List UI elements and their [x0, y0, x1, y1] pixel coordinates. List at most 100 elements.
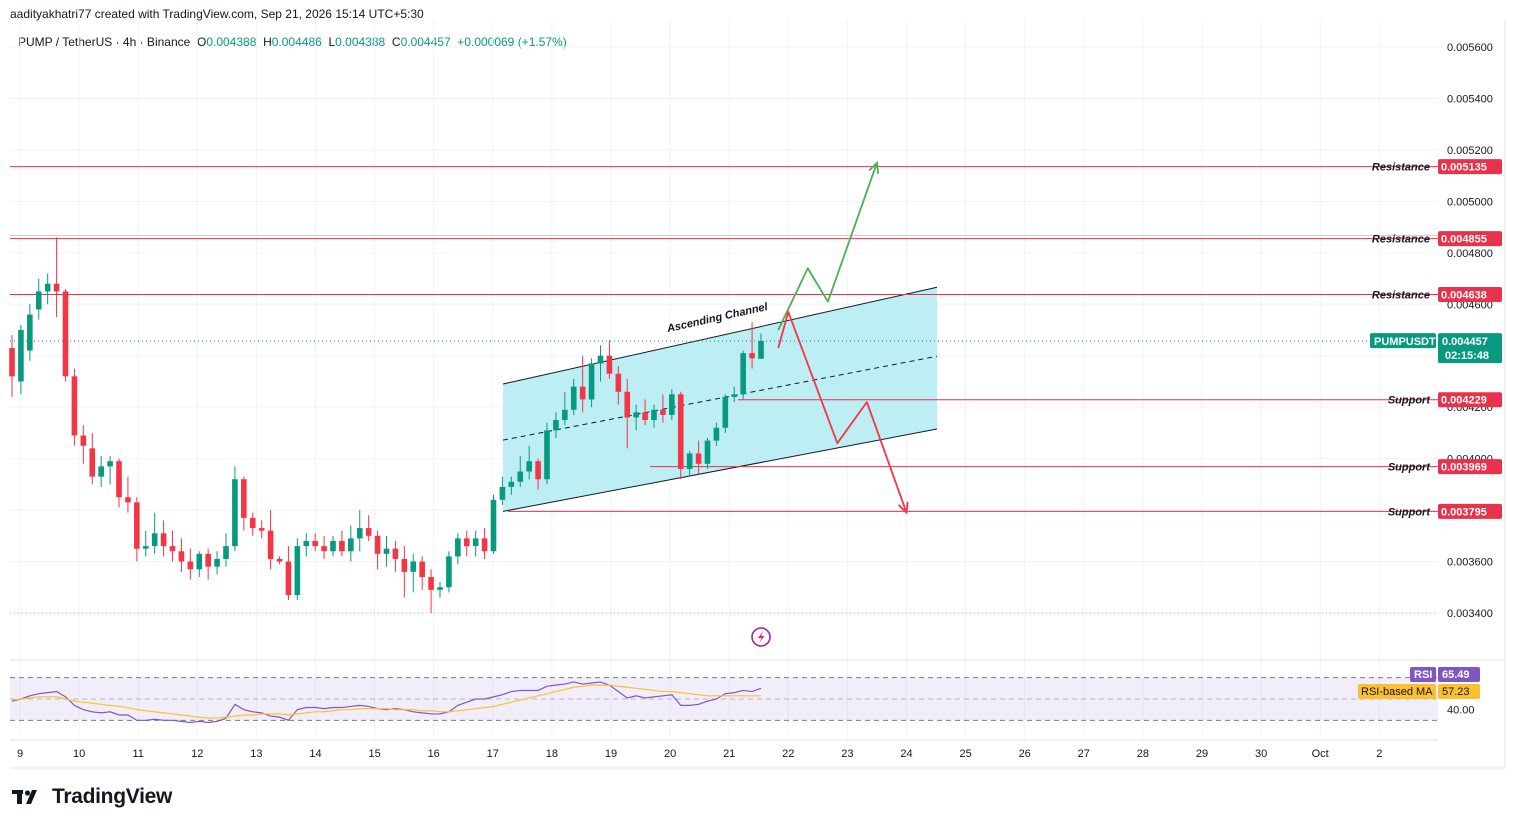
time-axis: 9 10 11 12 13 14 15 16 17 18 19 20 21 22 23 24 25 26 27 28 2…: [17, 748, 1382, 760]
candle: [134, 497, 140, 562]
bullish-path-arrowhead: [868, 160, 880, 174]
candle-body: [517, 471, 524, 482]
bearish-path-arrowhead: [898, 501, 909, 515]
time-tick-label: 2: [1376, 748, 1382, 760]
level-price-tag-bg: [1438, 231, 1502, 247]
candle-body: [455, 538, 461, 557]
author-line: aadityakhatri77 created with TradingView…: [10, 7, 424, 21]
candle: [704, 438, 711, 469]
rsi-name-tag-bg: [1410, 667, 1436, 682]
candle: [508, 476, 515, 495]
time-tick-label: 23: [841, 748, 853, 760]
candle: [178, 538, 185, 572]
candle: [463, 530, 470, 557]
level-label: Support: [1388, 395, 1431, 407]
candle: [241, 476, 247, 531]
candle-body: [98, 466, 104, 477]
candle-body: [53, 283, 60, 292]
candle-body: [695, 453, 702, 464]
candle-body: [178, 551, 185, 562]
price-tick-label: 0.005400: [1447, 93, 1493, 105]
candle-body: [758, 341, 764, 359]
candle-body: [62, 291, 69, 377]
candle-body: [544, 430, 550, 480]
time-tick-label: 10: [73, 748, 85, 760]
candle-body: [196, 553, 203, 570]
time-tick-label: 12: [191, 748, 203, 760]
candle: [27, 304, 33, 361]
candle-body: [9, 348, 15, 377]
candle-body: [562, 409, 568, 421]
candle: [758, 333, 764, 359]
price-chart[interactable]: Ascending Channel ResistanceResistanceRe…: [0, 0, 1515, 770]
candle-body: [615, 373, 622, 392]
level-price-tag: 0.004855: [1441, 234, 1487, 246]
time-tick-label: 16: [428, 748, 440, 760]
time-tick-label: 13: [250, 748, 262, 760]
low-value: 0.004388: [335, 35, 386, 49]
candle-body: [107, 461, 113, 467]
candle: [151, 512, 158, 554]
candle-body: [80, 435, 87, 446]
rsi-ma-value-tag-bg: [1438, 684, 1480, 699]
candle: [214, 551, 220, 575]
candle: [713, 422, 720, 446]
candle: [669, 389, 675, 421]
candle: [740, 350, 746, 400]
candle-body: [383, 548, 390, 554]
candle-body: [330, 540, 336, 552]
candle: [455, 533, 461, 565]
candle: [62, 288, 69, 382]
time-tick-label: 28: [1137, 748, 1149, 760]
candle: [588, 358, 595, 408]
candle: [677, 391, 684, 480]
bar-countdown: 02:15:48: [1445, 350, 1489, 362]
candle-body: [365, 528, 372, 536]
channel-upper-line: [502, 286, 938, 385]
level-price-tag-bg: [1438, 503, 1502, 519]
candle: [107, 456, 113, 485]
tradingview-logo[interactable]: TradingView: [12, 785, 172, 809]
candle: [71, 368, 78, 446]
candle: [419, 556, 425, 590]
time-tick-label: 25: [959, 748, 971, 760]
candle: [18, 324, 24, 395]
bearish-path: [777, 311, 908, 513]
candle-body: [267, 530, 274, 559]
candle-body: [89, 448, 96, 477]
candle-body: [187, 561, 194, 570]
candle: [553, 412, 559, 439]
candle: [490, 494, 497, 554]
rsi-ma-name-tag: RSI-based MA: [1361, 686, 1433, 698]
candle-body: [44, 283, 51, 292]
channel-lower-line: [502, 428, 938, 512]
level-price-tag: 0.003795: [1441, 506, 1487, 518]
level-price-tag: 0.004638: [1441, 289, 1487, 301]
candle-body: [677, 394, 684, 469]
candle-body: [597, 355, 604, 364]
candle: [285, 546, 292, 601]
candle-body: [392, 548, 399, 559]
change-value: +0.000069 (+1.57%): [457, 35, 567, 49]
candle: [312, 533, 318, 552]
candle: [686, 450, 693, 477]
candle: [562, 391, 568, 426]
candle-body: [740, 353, 746, 395]
level-price-tag-bg: [1438, 286, 1502, 302]
candle-body: [651, 409, 657, 421]
symbol-title[interactable]: PUMP / TetherUS · 4h · Binance: [18, 35, 191, 49]
candle: [321, 535, 327, 559]
candle: [437, 582, 443, 598]
time-tick-label: 22: [782, 748, 794, 760]
lightning-alert-icon[interactable]: [751, 627, 771, 647]
candle-body: [642, 412, 648, 421]
level-price-tag-bg: [1438, 159, 1502, 175]
candle-body: [499, 486, 506, 500]
candle-body: [508, 481, 515, 487]
time-tick-label: 24: [900, 748, 912, 760]
candle-body: [401, 558, 408, 572]
candle-body: [160, 533, 167, 547]
candle-body: [437, 587, 443, 590]
candle-body: [294, 546, 301, 595]
candle-body: [606, 355, 613, 374]
